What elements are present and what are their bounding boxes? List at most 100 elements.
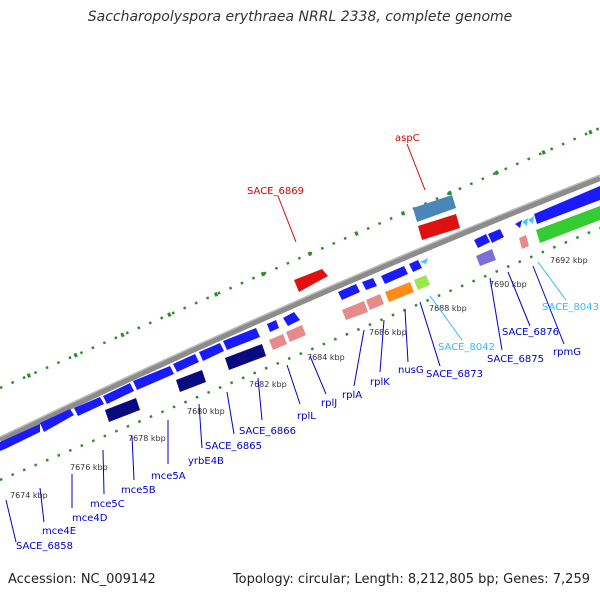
- backbone-line: [0, 175, 600, 443]
- tick-label: 7684 kbp: [307, 353, 345, 362]
- gene-label-sace-6858[interactable]: SACE_6858: [16, 541, 73, 552]
- gene-label-mce5a[interactable]: mce5A: [151, 471, 186, 482]
- leader-line: [537, 261, 567, 301]
- gene-label-sace-8043[interactable]: SACE_8043: [542, 302, 599, 313]
- gene-label-sace-6866[interactable]: SACE_6866: [239, 426, 296, 437]
- gene-block[interactable]: [414, 275, 430, 290]
- gene-arrow[interactable]: [74, 397, 104, 416]
- tick-label: 7688 kbp: [429, 304, 467, 313]
- gene-labels: SACE_6858 mce4E mce4D mce5C mce5B mce5A …: [16, 133, 599, 552]
- gene-arrow[interactable]: [488, 229, 504, 243]
- gene-block[interactable]: [176, 370, 206, 392]
- leader-line: [532, 265, 565, 345]
- gene-arrow[interactable]: [522, 218, 528, 226]
- gene-aspc[interactable]: [418, 214, 460, 240]
- gene-arrow[interactable]: [362, 278, 377, 290]
- gene-arrow[interactable]: [40, 409, 74, 432]
- leader-line: [131, 435, 135, 481]
- gene-arrow[interactable]: [199, 343, 224, 361]
- leader-line: [277, 195, 297, 243]
- gene-label-mce4e[interactable]: mce4E: [42, 526, 76, 537]
- gene-block[interactable]: [476, 249, 496, 266]
- leader-line: [419, 301, 441, 367]
- gene-label-sace-6865[interactable]: SACE_6865: [205, 441, 262, 452]
- tick-labels: 7674 kbp 7676 kbp 7678 kbp 7680 kbp 7682…: [10, 256, 588, 500]
- gene-arrow[interactable]: [223, 328, 260, 350]
- leader-line: [404, 309, 409, 363]
- gene-block[interactable]: [519, 235, 529, 249]
- gene-label-sace-8042[interactable]: SACE_8042: [438, 342, 495, 353]
- tick-label: 7692 kbp: [550, 256, 588, 265]
- leader-line: [102, 449, 105, 495]
- gene-arrow[interactable]: [381, 266, 408, 284]
- gene-arrow[interactable]: [409, 260, 422, 272]
- gene-block[interactable]: [225, 344, 266, 370]
- gene-arrow[interactable]: [338, 284, 360, 300]
- gene-label-sace-6873[interactable]: SACE_6873: [426, 369, 483, 380]
- leader-line: [507, 271, 531, 327]
- forward-strand-genes: [0, 186, 600, 451]
- gene-label-sace-6869[interactable]: SACE_6869: [247, 186, 304, 197]
- leader-line: [5, 499, 17, 543]
- accession-label: Accession: NC_009142: [8, 572, 156, 587]
- tick-label: 7674 kbp: [10, 491, 48, 500]
- gene-arrow[interactable]: [0, 424, 40, 451]
- gene-block[interactable]: [366, 294, 384, 310]
- gene-arrow[interactable]: [173, 354, 199, 372]
- leader-line: [489, 277, 503, 351]
- gene-label-sace-6876[interactable]: SACE_6876: [502, 327, 559, 338]
- gene-arrow[interactable]: [528, 216, 534, 224]
- gene-arrow[interactable]: [515, 220, 522, 228]
- gene-label-rpmg[interactable]: rpmG: [553, 347, 581, 358]
- leader-line: [406, 143, 426, 191]
- genome-title: Saccharopolyspora erythraea NRRL 2338, c…: [87, 9, 513, 25]
- tick-label: 7678 kbp: [128, 434, 166, 443]
- gene-label-nusg[interactable]: nusG: [398, 365, 424, 376]
- gene-label-yrbe4b[interactable]: yrbE4B: [188, 456, 224, 467]
- gene-label-rplj[interactable]: rplJ: [321, 398, 337, 409]
- gene-label-rpla[interactable]: rplA: [342, 390, 362, 401]
- gene-sace-6869[interactable]: [294, 269, 328, 292]
- gene-label-mce5b[interactable]: mce5B: [121, 485, 156, 496]
- tick-label: 7690 kbp: [489, 280, 527, 289]
- gene-block[interactable]: [269, 334, 287, 350]
- gene-arrow[interactable]: [133, 366, 174, 390]
- leader-line: [39, 487, 45, 523]
- leader-line: [226, 391, 235, 435]
- genome-backbone: [0, 174, 600, 443]
- gene-block[interactable]: [342, 301, 368, 320]
- leader-line: [309, 355, 327, 395]
- gene-arrow[interactable]: [420, 258, 428, 264]
- gene-block[interactable]: [385, 282, 414, 302]
- gene-label-mce5c[interactable]: mce5C: [90, 499, 125, 510]
- gene-arrow[interactable]: [103, 383, 134, 404]
- tick-label: 7676 kbp: [70, 463, 108, 472]
- gene-arrow[interactable]: [283, 312, 300, 326]
- leader-line: [429, 295, 463, 341]
- leader-line: [286, 364, 301, 405]
- gene-label-sace-6875[interactable]: SACE_6875: [487, 354, 544, 365]
- reverse-strand-genes: [105, 206, 600, 422]
- inner-dotted-track: [0, 226, 600, 482]
- outer-tick-track: [0, 126, 600, 390]
- genome-summary: Topology: circular; Length: 8,212,805 bp…: [232, 572, 590, 587]
- gene-arrow[interactable]: [534, 186, 600, 224]
- outer-dotted-track: [0, 126, 600, 390]
- leader-line: [353, 329, 365, 387]
- gene-arrow[interactable]: [474, 234, 490, 248]
- gene-arrow[interactable]: [267, 320, 279, 332]
- gene-label-rplk[interactable]: rplK: [370, 377, 390, 388]
- leader-lines: [5, 143, 567, 543]
- gene-block[interactable]: [536, 206, 600, 243]
- gene-label-mce4d[interactable]: mce4D: [72, 513, 108, 524]
- tick-label: 7680 kbp: [187, 407, 225, 416]
- gene-block-steel[interactable]: [413, 195, 456, 222]
- gene-label-rpll[interactable]: rplL: [297, 411, 316, 422]
- tick-label: 7686 kbp: [369, 328, 407, 337]
- gene-block[interactable]: [105, 398, 140, 422]
- gene-block[interactable]: [286, 325, 306, 342]
- gene-label-aspc[interactable]: aspC: [395, 133, 420, 144]
- highlighted-genes: [294, 195, 460, 292]
